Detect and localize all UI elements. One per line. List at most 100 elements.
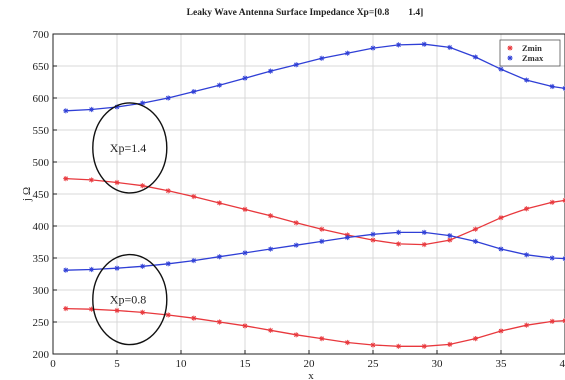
data-point-zmax-14 [191,89,197,95]
data-point-zmax-14 [242,75,248,81]
data-point-zmax-08 [447,233,453,239]
annotation-ellipse [92,253,168,346]
data-point-zmax-08 [216,254,222,260]
data-point-zmax-14 [472,54,478,60]
series-group [63,41,565,349]
data-point-zmax-08 [396,229,402,235]
data-point-zmin-14 [165,188,171,194]
data-point-zmax-14 [498,66,504,72]
y-tick-label: 200 [33,349,50,361]
data-point-zmax-08 [498,246,504,252]
data-point-zmin-14 [549,199,555,205]
data-point-zmin-14 [447,237,453,243]
data-point-zmin-08 [140,309,146,315]
data-point-zmin-14 [396,241,402,247]
data-point-zmax-14 [549,83,555,90]
legend-label-zmin: Zmin [522,43,542,53]
series-zmax-14 [63,41,565,114]
y-tick-label: 400 [33,221,50,233]
y-tick-label: 250 [33,317,50,329]
data-point-zmin-08 [549,318,555,324]
x-axis-label: x [308,370,314,380]
data-point-zmin-14 [562,197,565,203]
data-point-zmax-14 [88,106,94,113]
data-point-zmin-08 [421,343,427,349]
data-point-zmin-08 [447,341,453,347]
data-point-zmin-14 [293,220,299,226]
data-point-zmin-08 [165,312,171,318]
series-zmin-14 [63,176,565,248]
data-point-zmax-08 [242,250,248,256]
x-tick-label: 30 [432,358,444,370]
data-point-zmin-14 [191,193,197,200]
y-tick-label: 300 [33,285,50,297]
data-point-zmin-08 [396,343,402,349]
data-point-zmax-08 [191,257,197,264]
data-point-zmax-08 [293,242,299,248]
data-point-zmax-14 [396,42,402,48]
data-point-zmin-08 [242,323,248,329]
data-point-zmax-14 [268,68,274,74]
data-point-zmax-14 [421,41,427,47]
data-point-zmax-14 [562,85,565,91]
data-point-zmin-14 [524,206,530,212]
data-point-zmax-14 [319,55,325,61]
x-tick-label: 0 [50,358,56,370]
data-point-zmin-14 [63,176,69,182]
data-point-zmin-08 [268,327,274,333]
data-point-zmax-08 [114,265,120,271]
data-point-zmax-08 [140,263,146,269]
data-point-zmax-14 [216,82,222,88]
data-point-zmax-08 [421,229,427,235]
data-point-zmin-08 [344,339,350,346]
y-tick-label: 550 [33,125,50,137]
x-tick-label: 25 [368,358,380,370]
annotation-label: Xp=1.4 [110,141,146,155]
data-point-zmin-14 [268,213,274,219]
x-tick-label: 5 [114,358,120,370]
y-tick-label: 350 [33,253,50,265]
data-point-zmin-08 [114,307,120,314]
y-tick-label: 600 [33,93,50,105]
data-point-zmax-14 [370,45,376,51]
data-point-zmax-14 [293,62,299,68]
data-point-zmin-08 [562,318,565,324]
data-point-zmin-14 [472,226,478,232]
data-point-zmin-14 [370,237,376,243]
legend-marker-zmax [507,55,513,61]
data-point-zmax-14 [63,108,69,114]
data-point-zmin-08 [319,336,325,342]
data-point-zmax-08 [165,261,171,267]
data-point-zmin-14 [421,241,427,248]
series-zmin-08 [63,305,565,349]
data-point-zmin-14 [498,215,504,221]
annotation-label: Xp=0.8 [110,293,146,307]
data-point-zmin-08 [370,342,376,348]
data-point-zmin-14 [88,177,94,183]
y-tick-label: 450 [33,189,50,201]
x-tick-label: 15 [240,358,252,370]
x-tick-label: 10 [176,358,188,370]
legend-label-zmax: Zmax [522,53,544,63]
data-point-zmin-08 [472,336,478,342]
data-point-zmax-14 [344,50,350,56]
data-point-zmin-08 [216,319,222,325]
y-tick-label: 650 [33,61,50,73]
y-tick-label: 700 [33,29,50,41]
legend-marker-zmin [507,45,513,51]
data-point-zmin-14 [216,200,222,206]
data-point-zmin-08 [293,332,299,338]
data-point-zmax-08 [472,238,478,244]
data-point-zmin-14 [140,183,146,189]
x-axis: 0 5 10 15 20 25 30 35 40 [50,350,565,370]
data-point-zmax-08 [562,256,565,262]
x-tick-label: 35 [496,358,508,370]
annotations: Xp=1.4 Xp=0.8 [92,102,168,346]
data-point-zmax-14 [447,44,453,51]
data-point-zmax-08 [268,246,274,252]
data-point-zmin-14 [114,179,120,186]
data-point-zmax-08 [370,231,376,237]
